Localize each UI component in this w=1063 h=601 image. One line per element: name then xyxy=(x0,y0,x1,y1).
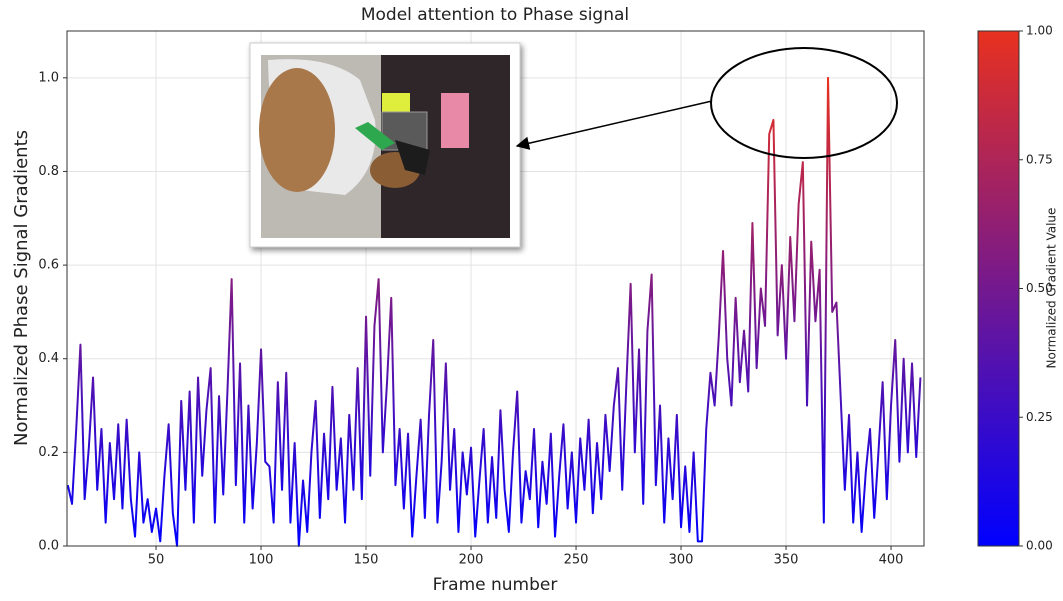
photo-gripper xyxy=(355,122,395,150)
x-axis-label: Frame number xyxy=(433,575,558,595)
x-tick-label: 150 xyxy=(354,553,379,568)
x-tick-label: 250 xyxy=(564,553,589,568)
x-tick-label: 400 xyxy=(879,553,904,568)
y-tick-label: 0.2 xyxy=(38,445,59,460)
x-tick-label: 200 xyxy=(459,553,484,568)
colorbar xyxy=(977,30,1020,547)
y-tick-label: 0.6 xyxy=(38,258,59,273)
colorbar-tick-label: 0.75 xyxy=(1026,152,1053,166)
x-tick-label: 350 xyxy=(774,553,799,568)
colorbar-tick-label: 0.00 xyxy=(1026,539,1053,553)
colorbar-ticks: 0.00 0.25 0.50 0.75 1.00 xyxy=(1019,24,1053,553)
colorbar-tick-label: 0.50 xyxy=(1026,281,1053,295)
plot xyxy=(66,76,922,547)
photo-content xyxy=(259,55,510,238)
x-tick-label: 50 xyxy=(148,553,165,568)
chart-title: Model attention to Phase signal xyxy=(361,5,629,25)
y-axis-label: Normalized Phase Signal Gradients xyxy=(11,130,32,446)
highlight-ellipse xyxy=(710,47,898,159)
y-tick-label: 0.4 xyxy=(38,351,59,366)
data-line xyxy=(66,76,922,547)
photo-robot-hand xyxy=(395,140,430,175)
photo-pink-square xyxy=(441,93,469,148)
colorbar-tick-label: 1.00 xyxy=(1026,24,1053,38)
photo-bear xyxy=(259,68,335,192)
plot-frame xyxy=(66,30,925,547)
annotation-arrow xyxy=(515,100,713,150)
x-tick-label: 300 xyxy=(669,553,694,568)
photo-yellow-square xyxy=(382,93,410,113)
colorbar-tick-label: 0.25 xyxy=(1026,410,1053,424)
y-tick-label: 0.8 xyxy=(38,164,59,179)
y-tick-label: 1.0 xyxy=(38,70,59,85)
y-tick-label: 0.0 xyxy=(38,539,59,554)
colorbar-label: Normalized Gradient Value xyxy=(1045,208,1059,369)
x-tick-label: 100 xyxy=(249,553,274,568)
